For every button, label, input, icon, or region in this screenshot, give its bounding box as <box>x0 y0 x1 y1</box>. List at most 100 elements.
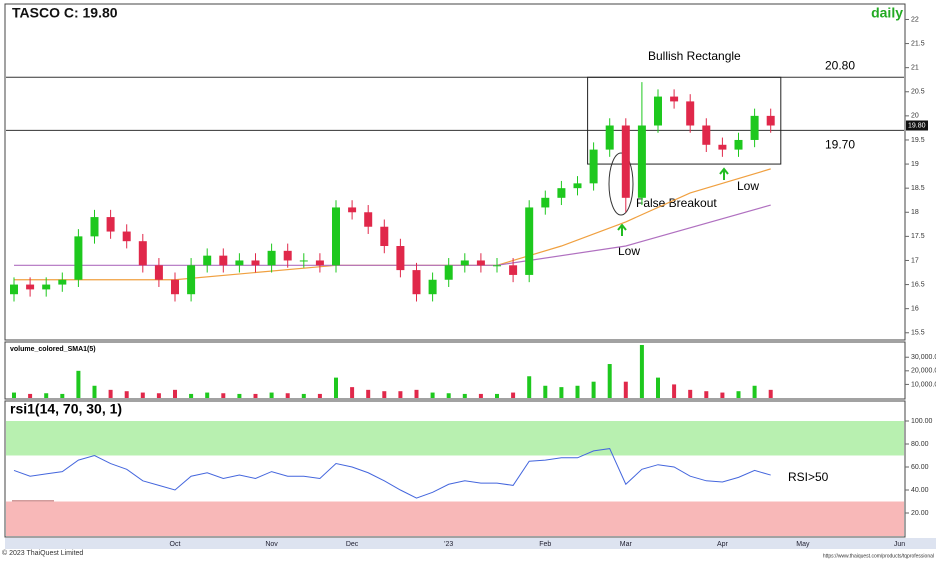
candle-body <box>573 183 582 189</box>
volume-bar <box>156 393 161 398</box>
volume-bar <box>736 391 741 398</box>
candle-body <box>267 250 276 266</box>
volume-bar <box>189 393 194 398</box>
volume-bar <box>688 389 693 398</box>
volume-bar <box>205 392 210 398</box>
volume-bar <box>575 385 580 398</box>
y-tick-label: 16.5 <box>911 281 925 288</box>
volume-bar <box>60 393 65 398</box>
url: https://www.thaiquest.com/products/tqpro… <box>823 553 934 559</box>
candle-body <box>106 217 115 232</box>
candle-body <box>332 207 340 266</box>
volume-bar <box>527 376 532 398</box>
candle-body <box>750 115 759 140</box>
y-tick-label: 22 <box>911 16 919 23</box>
y-tick-label: 18.5 <box>911 185 925 192</box>
volume-bar <box>301 393 306 398</box>
candle-body <box>525 207 534 275</box>
annotation: Low <box>737 179 759 193</box>
arrow <box>719 167 729 180</box>
candle-body <box>718 144 727 150</box>
volume-bar <box>253 393 258 398</box>
volume-bar <box>12 392 16 398</box>
arrow <box>617 223 627 236</box>
candle-body <box>654 96 662 126</box>
volume-bar <box>334 377 338 398</box>
candle-body <box>364 212 373 227</box>
volume-bar <box>414 389 419 398</box>
y-tick-label: 10,000.0 <box>911 381 936 388</box>
annotation: RSI>50 <box>788 470 829 484</box>
candle-body <box>686 101 695 126</box>
candle-body <box>58 279 67 285</box>
y-tick-label: 20.5 <box>911 89 925 96</box>
price-panel <box>4 3 906 341</box>
volume-bar <box>607 364 612 398</box>
x-tick-label: Apr <box>717 541 729 548</box>
candle-body <box>766 115 775 126</box>
volume-bar <box>173 389 177 398</box>
y-tick-label: 19 <box>911 161 919 168</box>
volume-bar <box>237 393 242 398</box>
volume-bar <box>752 385 757 398</box>
x-tick-label: '23 <box>444 541 453 548</box>
volume-bar <box>366 389 371 398</box>
candle-body <box>219 255 228 266</box>
y-tick-label: 20.00 <box>911 510 929 517</box>
candle-body <box>299 260 308 262</box>
volume-bar <box>511 392 516 398</box>
volume-title: volume_colored_SMA1(5) <box>10 346 96 353</box>
volume-bar <box>656 377 660 398</box>
volume-bar <box>44 393 49 398</box>
volume-bar <box>768 389 773 398</box>
candle-body <box>412 270 421 295</box>
y-tick-label: 60.00 <box>911 464 929 471</box>
candle-body <box>460 260 469 266</box>
candle-body <box>670 96 679 102</box>
candle-body <box>380 226 389 247</box>
volume-bar <box>28 393 33 398</box>
y-tick-label: 21.5 <box>911 40 925 47</box>
x-tick-label: Mar <box>620 541 633 548</box>
candle-body <box>702 125 711 145</box>
y-tick-label: 19.5 <box>911 137 925 144</box>
breakout-ellipse <box>608 152 634 216</box>
y-tick-label: 40.00 <box>911 487 929 494</box>
candle-body <box>90 217 99 237</box>
candle-body <box>476 260 485 266</box>
volume-bar <box>543 385 548 398</box>
bullish-rectangle <box>587 76 782 165</box>
candle-body <box>10 284 18 295</box>
volume-bar <box>462 393 467 398</box>
candle-body <box>283 250 292 261</box>
x-tick-label: May <box>796 541 810 548</box>
candle-body <box>541 197 550 208</box>
y-tick-label: 16 <box>911 306 919 313</box>
candle-body <box>734 139 743 150</box>
copyright: © 2023 ThaiQuest Limited <box>2 549 83 557</box>
volume-bar <box>92 385 97 398</box>
y-tick-label: 17.5 <box>911 233 925 240</box>
candle-body <box>42 284 51 290</box>
candle-body <box>26 284 35 290</box>
volume-bar <box>382 391 387 398</box>
volume-bar <box>76 370 81 398</box>
candle-body <box>509 265 518 275</box>
rsi-line <box>13 448 771 499</box>
annotation: Low <box>618 244 640 258</box>
volume-bar <box>430 392 435 398</box>
x-tick-label: Oct <box>170 541 181 548</box>
rsi-title: rsi1(14, 70, 30, 1) <box>10 401 122 417</box>
candle-body <box>138 241 147 266</box>
volume-bar <box>350 387 355 398</box>
candle-body <box>589 149 598 184</box>
y-tick-label: 15.5 <box>911 330 925 337</box>
volume-bar <box>495 393 499 398</box>
candle-body <box>315 260 324 266</box>
y-tick-label: 17 <box>911 257 919 264</box>
y-tick-label: 18 <box>911 209 919 216</box>
volume-bar <box>623 381 628 398</box>
rsi-panel <box>4 400 906 538</box>
